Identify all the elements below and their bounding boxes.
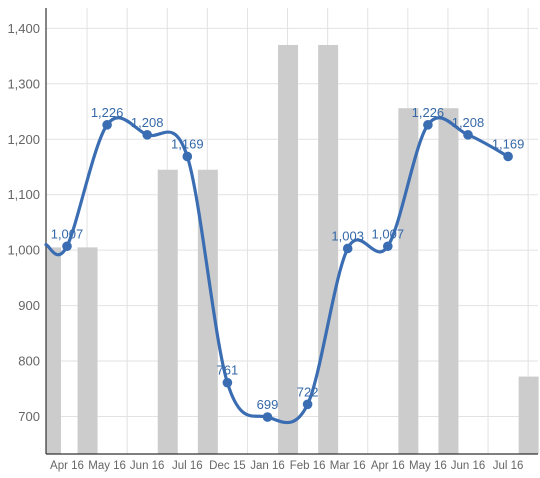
data-point	[102, 120, 112, 130]
bar	[398, 108, 419, 454]
data-point	[142, 130, 152, 140]
x-tick-label: Jun 16	[130, 460, 165, 472]
x-tick-label: Jan 16	[250, 460, 285, 472]
y-tick-label: 700	[18, 409, 40, 424]
data-point	[342, 243, 353, 254]
data-point	[62, 241, 72, 252]
x-tick-label: Apr 16	[371, 460, 405, 472]
data-point	[222, 377, 233, 388]
data-point	[383, 241, 393, 252]
x-tick-label: Feb 16	[290, 460, 326, 472]
y-tick-label: 1,000	[7, 243, 40, 258]
line-points	[62, 120, 513, 422]
y-tick-label: 1,300	[7, 76, 40, 91]
bar	[518, 376, 539, 454]
data-point	[302, 399, 313, 410]
data-point	[503, 151, 513, 162]
data-point	[423, 120, 433, 130]
x-tick-label: Jul 16	[172, 460, 203, 472]
bar	[318, 44, 339, 455]
data-point	[463, 130, 473, 140]
data-label: 722	[297, 384, 319, 399]
axes	[45, 8, 538, 455]
data-label: 1,007	[372, 226, 405, 241]
x-tick-label: May 16	[409, 460, 447, 472]
data-label: 1,169	[171, 136, 204, 151]
x-tick-label: May 16	[88, 460, 126, 472]
data-label: 1,208	[131, 115, 164, 130]
x-tick-label: Jun 16	[451, 460, 486, 472]
y-tick-label: 1,200	[7, 132, 40, 147]
x-tick-label: Mar 16	[330, 460, 366, 472]
x-tick-label: Jul 16	[493, 460, 524, 472]
data-label: 1,208	[452, 115, 485, 130]
bar	[438, 108, 459, 454]
y-tick-label: 800	[18, 354, 40, 369]
data-label: 1,226	[91, 105, 124, 120]
data-label: 699	[257, 397, 279, 412]
x-tick-label: Apr 16	[50, 460, 84, 472]
data-label: 1,003	[331, 228, 364, 243]
data-point	[262, 412, 273, 422]
data-label: 1,226	[412, 105, 445, 120]
bar-pre-axis	[46, 247, 61, 454]
bar	[77, 247, 98, 454]
x-tick-label: Dec 15	[209, 460, 245, 472]
y-axis-ticks: 700 800 900 1,000 1,100 1,200 1,300 1,400	[7, 21, 40, 424]
data-label: 1,169	[492, 136, 525, 151]
data-label: 761	[217, 363, 239, 378]
bar	[157, 169, 178, 454]
y-tick-label: 1,400	[7, 21, 40, 36]
data-label: 1,007	[51, 226, 84, 241]
y-tick-label: 900	[18, 298, 40, 313]
data-labels: 1,007 1,226 1,208 1,169 761 699 722 1,003 1,007 1…	[51, 105, 525, 412]
y-tick-label: 1,100	[7, 187, 40, 202]
bar	[278, 44, 299, 455]
x-axis-ticks: Apr 16 May 16 Jun 16 Jul 16 Dec 15 Jan 16 Feb …	[50, 460, 523, 472]
data-point	[182, 151, 193, 162]
